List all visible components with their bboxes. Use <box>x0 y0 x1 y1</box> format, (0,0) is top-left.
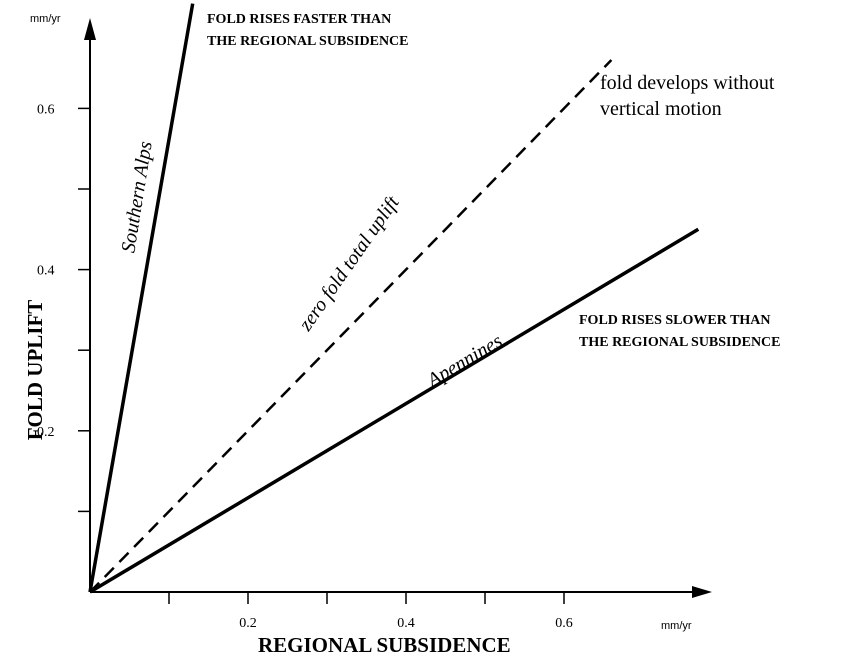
x-axis-title: REGIONAL SUBSIDENCE <box>258 633 511 657</box>
ticks: 0.2 0.4 0.6 0.2 0.4 0.6 <box>37 102 573 631</box>
series-label-zero-fold: zero fold total uplift <box>294 192 404 336</box>
annotation-below-line-2: THE REGIONAL SUBSIDENCE <box>579 335 781 350</box>
axes <box>84 18 712 598</box>
series-lines <box>88 3 700 594</box>
annotation-above-line-2: THE REGIONAL SUBSIDENCE <box>207 34 409 49</box>
series-label-apennines: Apennines <box>422 330 507 393</box>
x-axis-arrow <box>692 586 712 598</box>
x-tick-label: 0.2 <box>239 616 257 631</box>
annotation-below-line-1: FOLD RISES SLOWER THAN <box>579 313 771 328</box>
x-unit-label: mm/yr <box>661 620 692 632</box>
y-axis-title: FOLD UPLIFT <box>23 300 47 441</box>
x-tick-label: 0.4 <box>397 616 415 631</box>
annotation-above-line-1: FOLD RISES FASTER THAN <box>207 12 391 27</box>
y-unit-label: mm/yr <box>30 13 61 25</box>
y-axis-arrow <box>84 18 96 40</box>
series-southern-alps-line <box>88 3 195 593</box>
x-tick-label: 0.6 <box>555 616 573 631</box>
y-tick-label: 0.2 <box>37 425 55 440</box>
annotation-diagonal-line-1: fold develops without <box>600 72 775 94</box>
series-apennines-line <box>89 227 700 594</box>
annotation-diagonal-line-2: vertical motion <box>600 98 722 120</box>
y-tick-label: 0.4 <box>37 264 55 279</box>
y-tick-label: 0.6 <box>37 102 55 117</box>
series-zero-fold-line <box>89 59 613 593</box>
